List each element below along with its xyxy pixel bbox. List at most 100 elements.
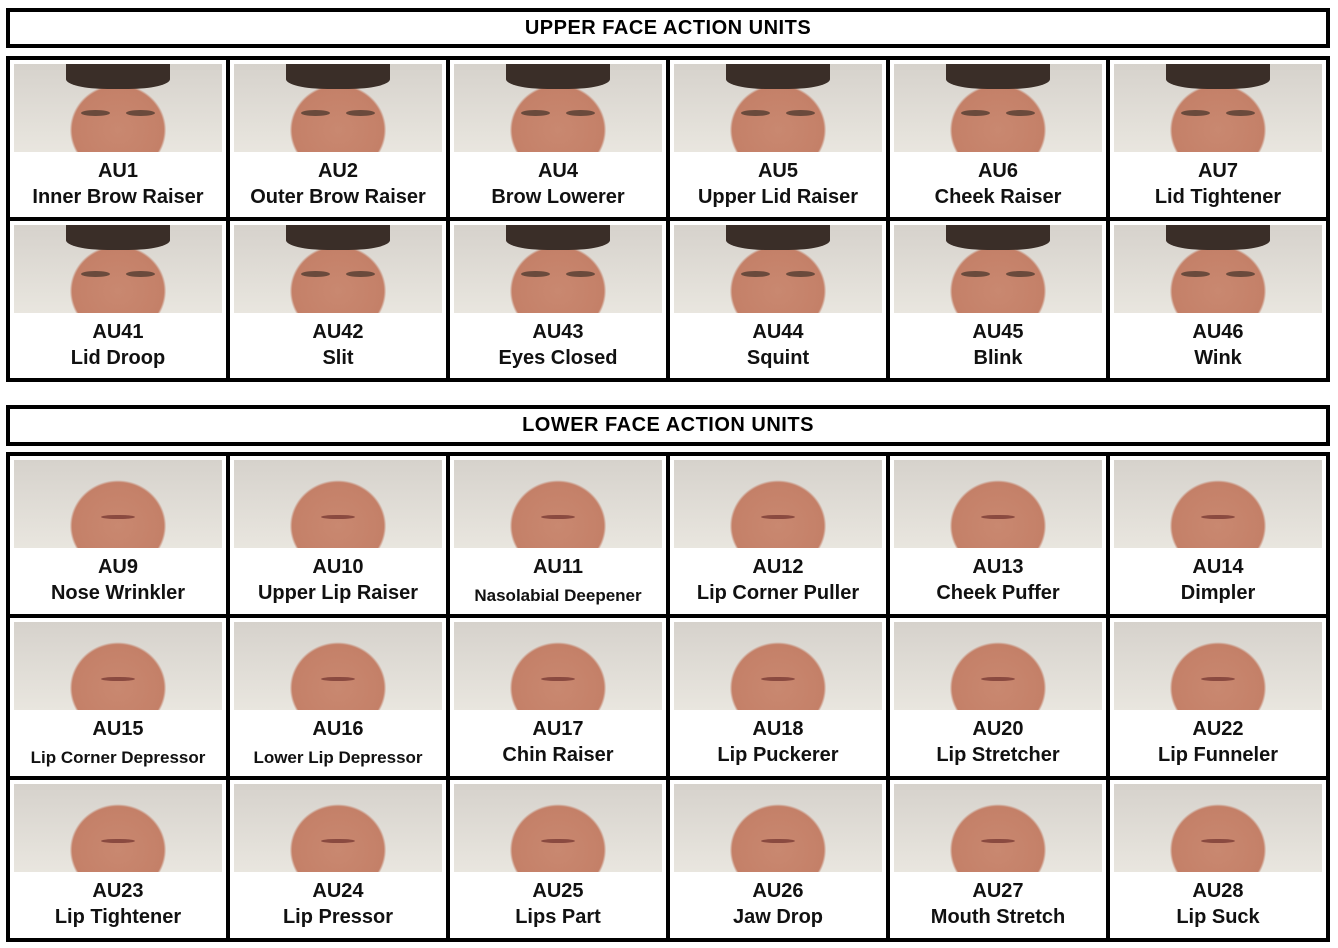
action-unit-card: AU43 Eyes Closed	[450, 221, 666, 378]
face-photo	[1114, 64, 1322, 152]
action-unit-name: Lip Funneler	[1158, 744, 1278, 766]
action-unit-code: AU4	[537, 160, 578, 182]
face-photo	[1114, 622, 1322, 710]
action-unit-name: Jaw Drop	[732, 906, 824, 928]
face-photo	[674, 64, 882, 152]
action-unit-name: Lid Tightener	[1154, 186, 1282, 208]
action-unit-code: AU42	[312, 321, 364, 343]
face-photo	[234, 784, 442, 872]
face-photo	[894, 225, 1102, 313]
action-unit-card: AU41 Lid Droop	[10, 221, 226, 378]
action-unit-card: AU12 Lip Corner Puller	[670, 456, 886, 614]
action-unit-code: AU17	[532, 718, 584, 740]
face-photo	[454, 225, 662, 313]
action-unit-name: Lips Part	[515, 906, 601, 928]
action-unit-card: AU28 Lip Suck	[1110, 780, 1326, 938]
action-unit-code: AU2	[317, 160, 358, 182]
action-unit-name: Brow Lowerer	[491, 186, 625, 208]
action-unit-name: Lower Lip Depressor	[253, 748, 423, 767]
action-unit-card: AU1 Inner Brow Raiser	[10, 60, 226, 217]
face-photo	[234, 64, 442, 152]
action-unit-name: Cheek Puffer	[936, 582, 1060, 604]
action-unit-card: AU44 Squint	[670, 221, 886, 378]
face-photo	[1114, 784, 1322, 872]
action-unit-card: AU24 Lip Pressor	[230, 780, 446, 938]
action-unit-card: AU13 Cheek Puffer	[890, 456, 1106, 614]
action-unit-name: Lip Corner Puller	[696, 582, 860, 604]
action-unit-card: AU11 Nasolabial Deepener	[450, 456, 666, 614]
action-unit-name: Lip Corner Depressor	[30, 748, 206, 767]
action-unit-name: Lip Puckerer	[717, 744, 839, 766]
action-unit-code: AU41	[92, 321, 144, 343]
action-unit-code: AU7	[1197, 160, 1238, 182]
action-unit-code: AU45	[972, 321, 1024, 343]
action-unit-name: Lip Pressor	[282, 906, 394, 928]
action-unit-card: AU22 Lip Funneler	[1110, 618, 1326, 776]
action-unit-code: AU25	[532, 880, 584, 902]
action-unit-code: AU46	[1192, 321, 1244, 343]
action-unit-name: Lid Droop	[70, 347, 166, 369]
action-unit-name: Inner Brow Raiser	[32, 186, 204, 208]
face-photo	[14, 64, 222, 152]
face-photo	[454, 784, 662, 872]
action-unit-code: AU1	[97, 160, 138, 182]
action-unit-code: AU12	[752, 556, 804, 578]
action-unit-card: AU17 Chin Raiser	[450, 618, 666, 776]
action-unit-code: AU18	[752, 718, 804, 740]
face-photo	[234, 460, 442, 548]
face-photo	[894, 460, 1102, 548]
action-unit-code: AU14	[1192, 556, 1244, 578]
face-photo	[14, 622, 222, 710]
action-unit-card: AU20 Lip Stretcher	[890, 618, 1106, 776]
action-unit-code: AU26	[752, 880, 804, 902]
action-unit-card: AU16 Lower Lip Depressor	[230, 618, 446, 776]
action-unit-card: AU10 Upper Lip Raiser	[230, 456, 446, 614]
action-unit-card: AU46 Wink	[1110, 221, 1326, 378]
action-unit-card: AU6 Cheek Raiser	[890, 60, 1106, 217]
action-unit-name: Upper Lid Raiser	[697, 186, 859, 208]
upper-face-header: UPPER FACE ACTION UNITS	[6, 8, 1330, 48]
action-unit-name: Dimpler	[1180, 582, 1256, 604]
action-unit-code: AU15	[92, 718, 144, 740]
action-unit-name: Squint	[746, 347, 810, 369]
action-unit-name: Wink	[1194, 347, 1242, 369]
action-unit-card: AU7 Lid Tightener	[1110, 60, 1326, 217]
action-unit-code: AU13	[972, 556, 1024, 578]
face-photo	[674, 784, 882, 872]
action-unit-name: Lip Suck	[1176, 906, 1260, 928]
face-photo	[234, 225, 442, 313]
face-photo	[894, 784, 1102, 872]
face-photo	[1114, 460, 1322, 548]
face-photo	[14, 460, 222, 548]
face-photo	[674, 622, 882, 710]
action-unit-code: AU5	[757, 160, 798, 182]
face-photo	[894, 64, 1102, 152]
action-unit-name: Outer Brow Raiser	[250, 186, 426, 208]
action-unit-name: Cheek Raiser	[934, 186, 1062, 208]
action-unit-code: AU16	[312, 718, 364, 740]
face-photo	[454, 64, 662, 152]
action-unit-card: AU42 Slit	[230, 221, 446, 378]
face-photo	[14, 784, 222, 872]
face-photo	[234, 622, 442, 710]
action-unit-code: AU10	[312, 556, 364, 578]
action-unit-code: AU11	[532, 556, 584, 578]
action-unit-card: AU2 Outer Brow Raiser	[230, 60, 446, 217]
action-unit-name: Nasolabial Deepener	[474, 586, 642, 605]
action-unit-card: AU23 Lip Tightener	[10, 780, 226, 938]
action-unit-name: Slit	[322, 347, 354, 369]
action-unit-name: Upper Lip Raiser	[257, 582, 419, 604]
action-unit-card: AU14 Dimpler	[1110, 456, 1326, 614]
action-unit-name: Eyes Closed	[498, 347, 618, 369]
action-unit-card: AU18 Lip Puckerer	[670, 618, 886, 776]
action-unit-name: Mouth Stretch	[930, 906, 1066, 928]
action-unit-code: AU20	[972, 718, 1024, 740]
action-unit-code: AU22	[1192, 718, 1244, 740]
face-photo	[454, 460, 662, 548]
action-unit-code: AU6	[977, 160, 1018, 182]
action-unit-card: AU9 Nose Wrinkler	[10, 456, 226, 614]
lower-face-grid: AU9 Nose Wrinkler AU10 Upper Lip Raiser AU11…	[6, 452, 1330, 942]
upper-face-grid: AU1 Inner Brow Raiser AU2 Outer Brow Raiser…	[6, 56, 1330, 382]
action-unit-code: AU44	[752, 321, 804, 343]
face-photo	[894, 622, 1102, 710]
